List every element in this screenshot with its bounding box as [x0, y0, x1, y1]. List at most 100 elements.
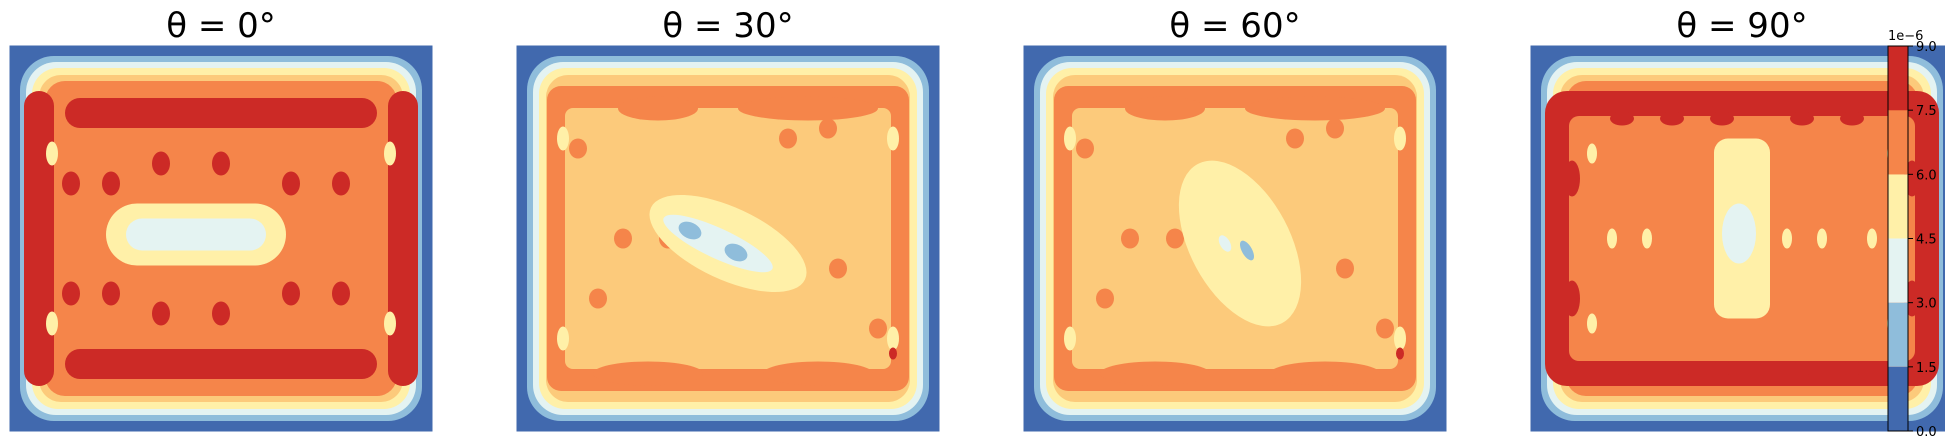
colorbar: 0.0 1.5 3.0 4.5 6.0 7.5 9.0 1e−6: [1887, 29, 1937, 440]
contour-pale-spot: [557, 126, 569, 151]
contour-core-dot: [1218, 235, 1232, 252]
contour-pale-spot: [1782, 228, 1792, 249]
contour-panel-frame: [1023, 45, 1447, 432]
contour-panel-frame: [516, 45, 940, 432]
contour-field: [1531, 46, 1945, 431]
contour-pale-spot: [1587, 143, 1597, 164]
contour-pale-spot: [1607, 228, 1617, 249]
colorbar-band: [1888, 366, 1908, 431]
contour-field: [1024, 46, 1446, 431]
contour-panel: θ = 90°: [1530, 6, 1945, 432]
contour-hotspot: [332, 281, 350, 306]
contour-panel: θ = 60°: [1023, 6, 1447, 432]
contour-hotspot: [282, 281, 300, 306]
contour-hotspot: [593, 361, 703, 386]
contour-core-inner: [126, 218, 266, 251]
colorbar-ticks: 0.0 1.5 3.0 4.5 6.0 7.5 9.0: [1908, 40, 1937, 440]
contour-hotspot: [1336, 258, 1354, 279]
contour-hotspot: [763, 361, 873, 386]
contour-pale-spot: [1394, 326, 1406, 351]
contour-panels: θ = 0° θ = 30° θ = 60° θ = 90°: [9, 6, 1945, 432]
contour-hotspot: [569, 138, 587, 159]
contour-hotspot: [282, 171, 300, 196]
colorbar-tick-label: 4.5: [1916, 233, 1937, 248]
contour-core-dot: [1240, 240, 1254, 261]
contour-hotspot: [212, 151, 230, 176]
contour-hotspot: [1245, 96, 1385, 121]
contour-field: [10, 46, 432, 431]
contour-hotspot: [618, 96, 698, 121]
contour-pale-spot: [887, 326, 899, 351]
colorbar-band: [1888, 174, 1908, 239]
colorbar-tick-label: 6.0: [1916, 168, 1937, 183]
colorbar-tick-label: 7.5: [1916, 104, 1937, 119]
colorbar-band: [1888, 238, 1908, 303]
contour-hotspot: [1660, 111, 1684, 126]
colorbar-band: [1888, 46, 1908, 111]
contour-pale-spot: [887, 126, 899, 151]
contour-hotspot: [1396, 347, 1404, 360]
contour-core-inner: [1722, 203, 1756, 264]
contour-pale-spot: [1064, 326, 1076, 351]
contour-pale-spot: [557, 326, 569, 351]
contour-hotspot: [1076, 138, 1094, 159]
colorbar-tick-label: 1.5: [1916, 361, 1937, 376]
contour-hotspot: [1710, 361, 1734, 376]
contour-hotspot: [738, 96, 878, 121]
contour-pale-spot: [46, 311, 58, 336]
contour-hotspot: [1270, 361, 1380, 386]
contour-pale-spot: [1064, 126, 1076, 151]
contour-hotspot: [102, 281, 120, 306]
contour-hotspot: [1610, 361, 1634, 376]
contour-panel-title: θ = 90°: [1676, 6, 1807, 46]
colorbar-exponent-label: 1e−6: [1888, 29, 1923, 44]
contour-hotspot: [869, 318, 887, 339]
colorbar-tick-label: 3.0: [1916, 297, 1937, 312]
contour-panel-frame: [9, 45, 433, 432]
contour-hotspot: [1610, 111, 1634, 126]
contour-hotspot: [1840, 361, 1864, 376]
contour-panel-frame: [1530, 45, 1945, 432]
contour-field: [517, 46, 939, 431]
contour-pale-spot: [1817, 228, 1827, 249]
contour-ridge-bottom: [65, 349, 377, 379]
contour-hotspot: [1100, 361, 1210, 386]
colorbar-band: [1888, 302, 1908, 367]
contour-panel: θ = 0°: [9, 6, 433, 432]
contour-hotspot: [1790, 111, 1814, 126]
contour-pale-spot: [384, 141, 396, 166]
contour-panel-title: θ = 30°: [662, 6, 793, 46]
contour-hotspot: [1564, 160, 1580, 197]
contour-hotspot: [614, 228, 632, 249]
colorbar-tick-label: 9.0: [1916, 40, 1937, 55]
contour-hotspot: [1840, 111, 1864, 126]
contour-hotspot: [889, 347, 897, 360]
contour-panel-title: θ = 60°: [1169, 6, 1300, 46]
contour-hotspot: [152, 151, 170, 176]
contour-hotspot: [62, 281, 80, 306]
contour-hotspot: [1564, 280, 1580, 317]
contour-hotspot: [1326, 118, 1344, 139]
contour-pale-spot: [1642, 228, 1652, 249]
contour-pale-spot: [1867, 228, 1877, 249]
contour-hotspot: [102, 171, 120, 196]
contour-hotspot: [1286, 128, 1304, 149]
contour-hotspot: [1121, 228, 1139, 249]
contour-hotspot: [1790, 361, 1814, 376]
contour-pale-spot: [1394, 126, 1406, 151]
contour-ridge-top: [65, 98, 377, 128]
contour-ridge-left: [24, 91, 54, 386]
contour-hotspot: [1096, 288, 1114, 309]
contour-hotspot: [212, 301, 230, 326]
contour-core-dot: [724, 243, 748, 262]
contour-ridge-right: [388, 91, 418, 386]
contour-hotspot: [1166, 228, 1184, 249]
contour-core-outer: [1178, 160, 1302, 327]
contour-hotspot: [152, 301, 170, 326]
contour-core-dot: [678, 221, 702, 240]
contour-panel-title: θ = 0°: [166, 6, 276, 46]
contour-hotspot: [1125, 96, 1205, 121]
contour-pale-spot: [384, 311, 396, 336]
contour-hotspot: [1710, 111, 1734, 126]
